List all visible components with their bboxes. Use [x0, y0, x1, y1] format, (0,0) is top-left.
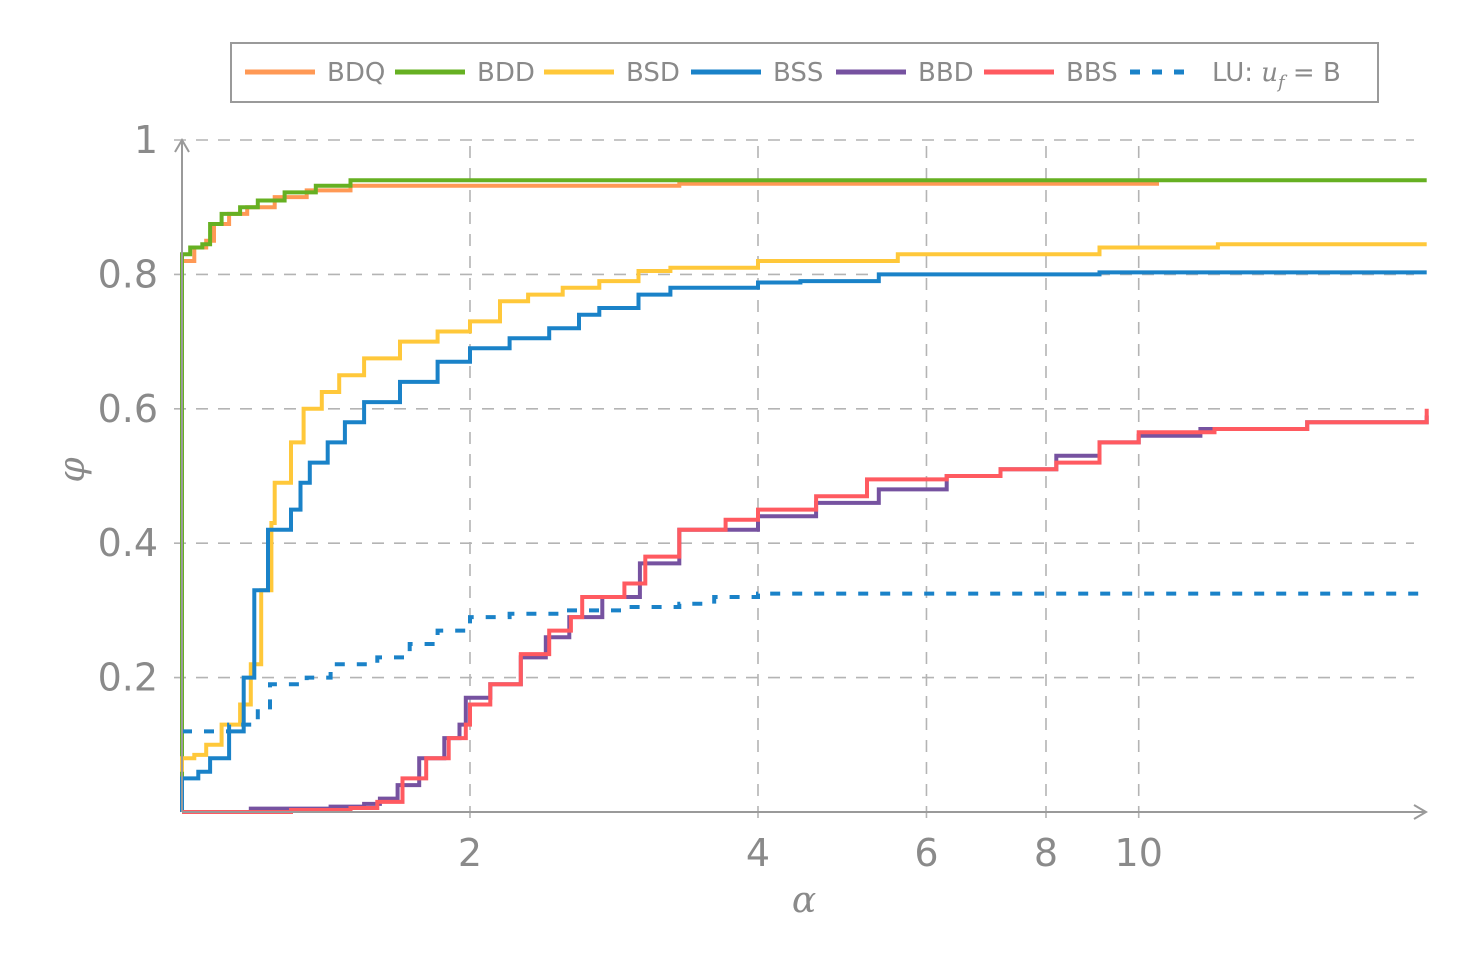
- legend-label: BDD: [477, 58, 535, 88]
- legend-label: BBS: [1066, 58, 1118, 88]
- x-tick-label: 8: [1034, 831, 1058, 875]
- legend-label: BSS: [773, 58, 823, 88]
- legend-label: LU: uf = B: [1212, 58, 1341, 93]
- series-line-bdd: [180, 178, 1427, 812]
- x-tick-label: 2: [458, 831, 482, 875]
- legend-label: BSD: [626, 58, 680, 88]
- x-tick-label: 10: [1115, 831, 1163, 875]
- x-axis-label: α: [792, 880, 816, 921]
- y-tick-label: 0.2: [98, 656, 158, 700]
- y-tick-label: 1: [134, 118, 158, 162]
- tick-labels: 0.2 0.4 0.6 0.8 1 2 4 6 8 10: [98, 118, 1163, 875]
- y-tick-label: 0.8: [98, 252, 158, 296]
- legend: BDQ BDD BSD BSS BBD BBS LU: uf = B: [230, 42, 1379, 103]
- x-axis-arrow: [1413, 804, 1428, 820]
- series-line-bdq: [180, 181, 1159, 812]
- series-line-bsd: [180, 242, 1427, 772]
- series-line-bss: [180, 270, 1427, 812]
- series-line-bbd: [182, 415, 1429, 814]
- axes: [174, 138, 1428, 820]
- legend-label: BDQ: [327, 58, 385, 88]
- x-tick-label: 6: [914, 831, 938, 875]
- x-tick-label: 4: [746, 831, 770, 875]
- series-line-lu-u-f-b: [182, 591, 1427, 734]
- y-tick-label: 0.6: [98, 387, 158, 431]
- y-axis-label: φ: [52, 457, 93, 483]
- series-lines: [180, 178, 1429, 814]
- grid: [174, 139, 1414, 818]
- y-tick-label: 0.4: [98, 521, 158, 565]
- legend-label: BBD: [918, 58, 974, 88]
- series-line-bbs: [182, 408, 1429, 814]
- y-axis-arrow: [174, 138, 190, 153]
